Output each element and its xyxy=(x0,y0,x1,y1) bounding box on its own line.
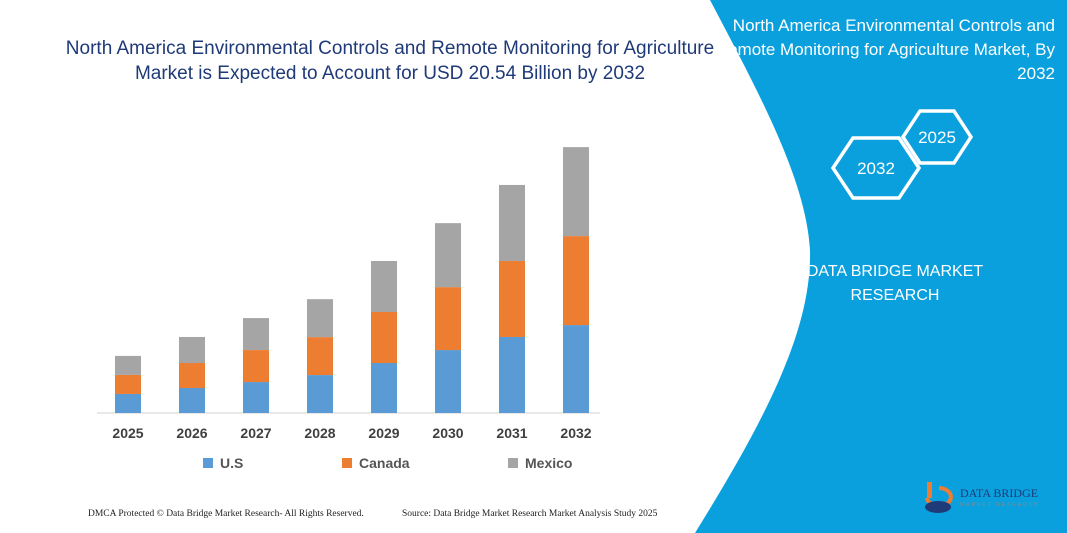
hexagon-2032-label: 2032 xyxy=(857,159,895,178)
legend-label-us: U.S xyxy=(220,455,244,471)
bar-us-2025 xyxy=(115,393,141,413)
bar-us-2026 xyxy=(179,388,205,413)
legend-label-mexico: Mexico xyxy=(525,455,573,471)
brand-name: DATA BRIDGE MARKET RESEARCH xyxy=(806,263,984,304)
stacked-bar-chart: 2025 2026 2027 2028 2029 2030 2031 2032 xyxy=(97,147,600,441)
x-tick-label: 2025 xyxy=(112,425,143,441)
x-tick-label: 2030 xyxy=(432,425,463,441)
bar-mexico-2029 xyxy=(371,260,397,312)
bar-mexico-2030 xyxy=(435,223,461,288)
x-tick-label: 2031 xyxy=(496,425,527,441)
legend-label-canada: Canada xyxy=(359,455,410,471)
footer-copyright: DMCA Protected © Data Bridge Market Rese… xyxy=(88,509,364,519)
hexagon-2025-label: 2025 xyxy=(918,128,956,147)
bar-us-2030 xyxy=(435,350,461,413)
x-tick-label: 2026 xyxy=(176,425,207,441)
side-panel-background xyxy=(695,0,1067,533)
bar-canada-2025 xyxy=(115,374,141,394)
x-tick-label: 2027 xyxy=(240,425,271,441)
bar-us-2028 xyxy=(307,375,333,413)
bar-canada-2027 xyxy=(243,350,269,383)
bar-canada-2031 xyxy=(499,260,525,337)
legend-item-canada: Canada xyxy=(342,455,410,471)
legend-swatch-mexico xyxy=(508,458,518,468)
bar-mexico-2031 xyxy=(499,184,525,261)
legend-item-us: U.S xyxy=(203,455,243,471)
bar-us-2029 xyxy=(371,363,397,413)
bar-us-2027 xyxy=(243,382,269,413)
chart-title: North America Environmental Controls and… xyxy=(65,38,715,84)
hexagon-2032 xyxy=(830,136,922,200)
bar-canada-2032 xyxy=(563,236,589,326)
x-tick-label: 2028 xyxy=(304,425,335,441)
bar-us-2031 xyxy=(499,336,525,413)
bar-canada-2028 xyxy=(307,337,333,376)
legend-swatch-us xyxy=(203,458,213,468)
bar-mexico-2027 xyxy=(243,318,269,351)
logo-icon xyxy=(925,482,953,513)
bar-mexico-2028 xyxy=(307,299,333,338)
footer-source: Source: Data Bridge Market Research Mark… xyxy=(402,509,658,519)
bar-mexico-2025 xyxy=(115,355,141,375)
legend-item-mexico: Mexico xyxy=(508,455,572,471)
logo-text: DATA BRIDGE xyxy=(960,486,1039,500)
bar-canada-2026 xyxy=(179,363,205,389)
x-tick-label: 2029 xyxy=(368,425,399,441)
x-tick-label: 2032 xyxy=(560,425,591,441)
bar-us-2032 xyxy=(563,325,589,413)
side-panel-title: North America Environmental Controls and… xyxy=(715,16,1055,83)
bar-mexico-2026 xyxy=(179,336,205,364)
legend-swatch-canada xyxy=(342,458,352,468)
bar-canada-2029 xyxy=(371,311,397,364)
logo-subtext: MARKET RESEARCH xyxy=(960,502,1040,508)
hexagon-2025 xyxy=(900,109,974,165)
bar-canada-2030 xyxy=(435,287,461,351)
bar-mexico-2032 xyxy=(563,147,589,237)
